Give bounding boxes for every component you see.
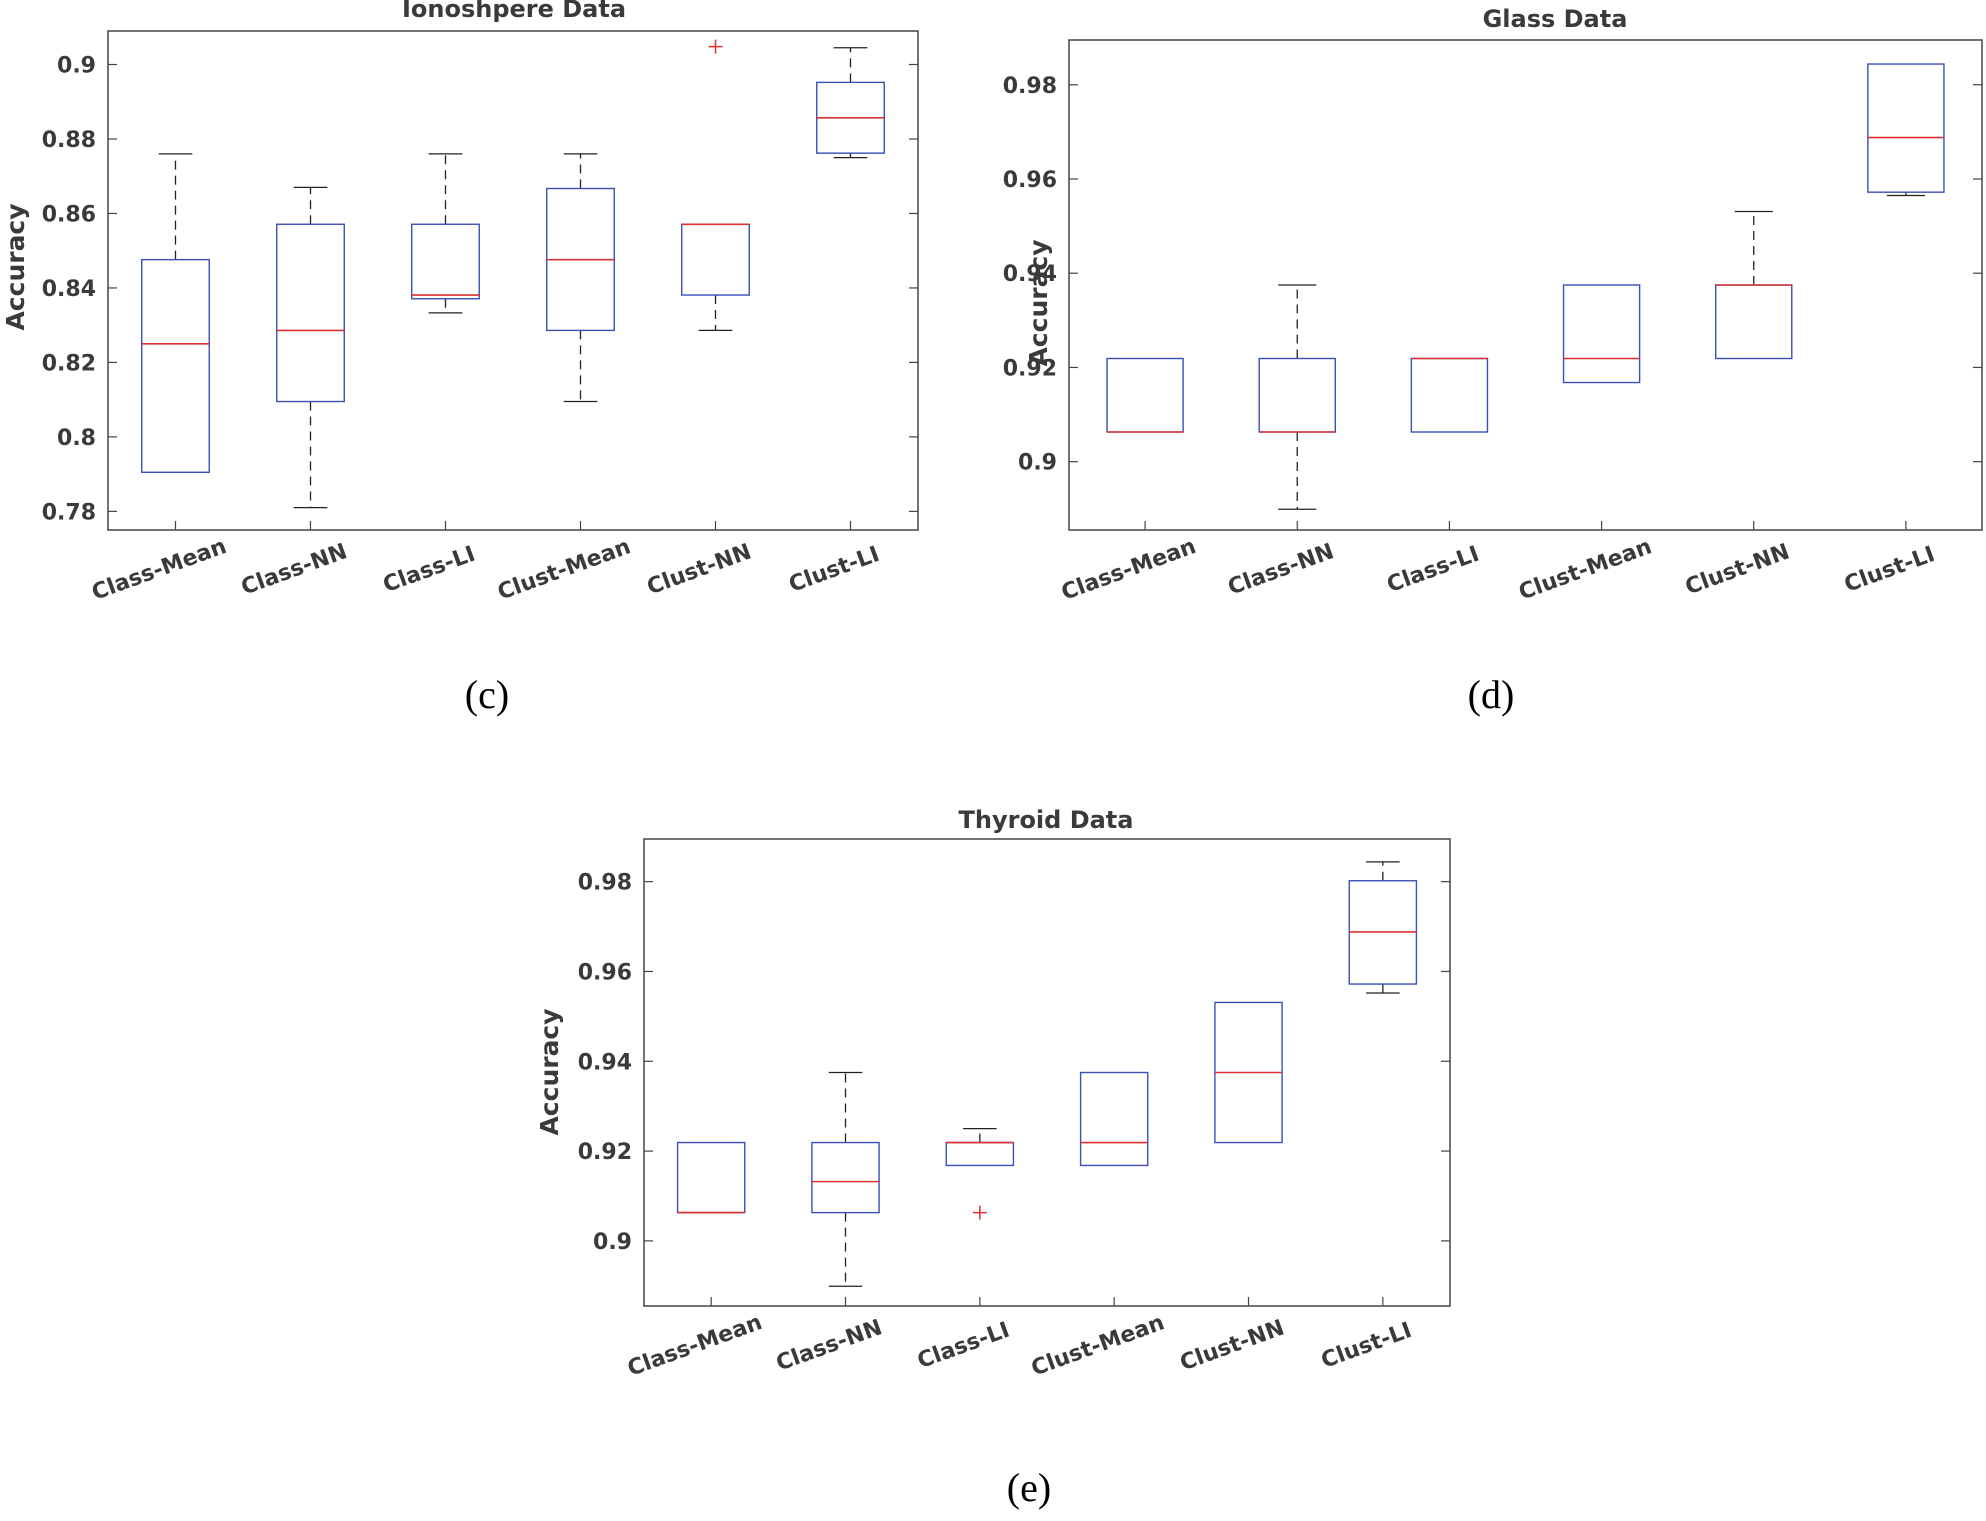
- x-tick-label: Class-Mean: [89, 534, 230, 606]
- y-tick-label: 0.78: [42, 500, 96, 525]
- y-tick-label: 0.92: [578, 1140, 632, 1165]
- iqr-box: [411, 223, 480, 300]
- y-tick-label: 0.8: [57, 426, 96, 451]
- box-class-li: [1410, 357, 1489, 433]
- y-tick-label: 0.94: [1003, 262, 1057, 287]
- iqr-box: [1079, 1071, 1149, 1167]
- y-tick-label: 0.88: [42, 128, 96, 153]
- chart-title: Thyroid Data: [959, 806, 1134, 834]
- x-tick-label: Clust-Mean: [1516, 534, 1656, 605]
- box-clust-li: [1867, 63, 1945, 197]
- box-class-nn: [276, 186, 345, 509]
- y-tick-label: 0.9: [593, 1230, 632, 1255]
- x-tick-label: Clust-Mean: [494, 534, 634, 605]
- y-tick-label: 0.84: [42, 277, 96, 302]
- x-tick-label: Clust-LI: [1841, 542, 1938, 598]
- y-axis-label: Accuracy: [1, 203, 30, 330]
- outlier-marker: [972, 1205, 987, 1220]
- axes-frame: [643, 838, 1451, 1307]
- box-class-mean: [676, 1141, 746, 1214]
- panel-caption: (e): [1007, 1465, 1051, 1510]
- axes-frame: [1068, 39, 1983, 531]
- plot-area: 0.9 0.92 0.94 0.96 0.98 Class-Mean Class-NN Cla…: [578, 838, 1451, 1382]
- chart-thyroid: Thyroid Data Accuracy 0.90.920.940.960.9…: [535, 806, 1451, 1510]
- iqr-box: [1562, 284, 1641, 384]
- x-tick-label: Clust-NN: [1682, 540, 1793, 601]
- box-class-nn: [1258, 284, 1336, 510]
- box-class-mean: [1106, 357, 1184, 433]
- plot-area: 0.9 0.92 0.94 0.96 0.98 Class-Mean Class-NN Cla…: [1003, 39, 1983, 606]
- x-tick-label: Class-Mean: [624, 1310, 765, 1382]
- iqr-box: [1258, 357, 1336, 433]
- x-tick-label: Class-LI: [380, 542, 479, 598]
- axes-frame: [107, 30, 919, 531]
- x-tick-label: Clust-Mean: [1028, 1310, 1168, 1381]
- y-tick-label: 0.82: [42, 351, 96, 376]
- x-tick-label: Class-Mean: [1058, 534, 1199, 606]
- y-tick-label: 0.86: [42, 202, 96, 227]
- y-tick-label: 0.96: [1003, 168, 1057, 193]
- x-tick-label: Class-NN: [238, 539, 351, 600]
- iqr-box: [1410, 357, 1489, 433]
- box-clust-nn: [1715, 210, 1793, 360]
- chart-ionosphere: Ionoshpere Data Accuracy 0.78 0.8 0.82 0.84…: [1, 0, 919, 717]
- chart-title: Ionoshpere Data: [402, 0, 626, 23]
- y-tick-label: 0.96: [578, 960, 632, 985]
- x-tick-label: Class-LI: [914, 1318, 1013, 1374]
- box-clust-nn: [681, 39, 750, 332]
- outlier-marker: [708, 39, 723, 54]
- iqr-box: [1867, 63, 1945, 193]
- y-tick-label: 0.98: [578, 871, 632, 896]
- y-tick-label: 0.92: [1003, 356, 1057, 381]
- iqr-box: [676, 1141, 746, 1214]
- x-tick-label: Clust-NN: [644, 540, 755, 601]
- iqr-box: [141, 258, 210, 473]
- box-clust-mean: [546, 153, 615, 403]
- panel-caption: (c): [465, 672, 509, 717]
- iqr-box: [945, 1141, 1015, 1167]
- x-tick-label: Class-NN: [1225, 539, 1338, 600]
- box-clust-li: [816, 47, 885, 159]
- panel-caption: (d): [1468, 672, 1515, 717]
- box-class-li: [411, 153, 480, 314]
- iqr-box: [1106, 357, 1184, 433]
- y-tick-label: 0.9: [1018, 451, 1057, 476]
- chart-glass: Glass Data Accuracy 0.9 0.92 0.94 0.96 0.98 C…: [1003, 5, 1983, 717]
- x-tick-label: Clust-NN: [1177, 1316, 1288, 1377]
- box-clust-nn: [1214, 1001, 1283, 1144]
- iqr-box: [1715, 284, 1793, 360]
- iqr-box: [276, 223, 345, 403]
- x-tick-label: Class-NN: [773, 1315, 886, 1376]
- y-tick-label: 0.9: [57, 54, 96, 79]
- x-tick-label: Class-LI: [1384, 542, 1483, 598]
- y-tick-label: 0.94: [578, 1050, 632, 1075]
- y-axis-label: Accuracy: [1024, 239, 1053, 366]
- iqr-box: [811, 1141, 880, 1214]
- y-axis-label: Accuracy: [535, 1008, 564, 1135]
- iqr-box: [681, 223, 750, 296]
- x-tick-label: Clust-LI: [1318, 1318, 1415, 1374]
- box-class-mean: [141, 153, 210, 473]
- y-tick-label: 0.98: [1003, 74, 1057, 99]
- x-tick-label: Clust-LI: [786, 542, 883, 598]
- box-class-li: [945, 1127, 1015, 1220]
- box-clust-li: [1348, 861, 1418, 994]
- box-clust-mean: [1562, 284, 1641, 384]
- box-clust-mean: [1079, 1071, 1149, 1167]
- box-class-nn: [811, 1071, 880, 1287]
- chart-title: Glass Data: [1483, 5, 1628, 33]
